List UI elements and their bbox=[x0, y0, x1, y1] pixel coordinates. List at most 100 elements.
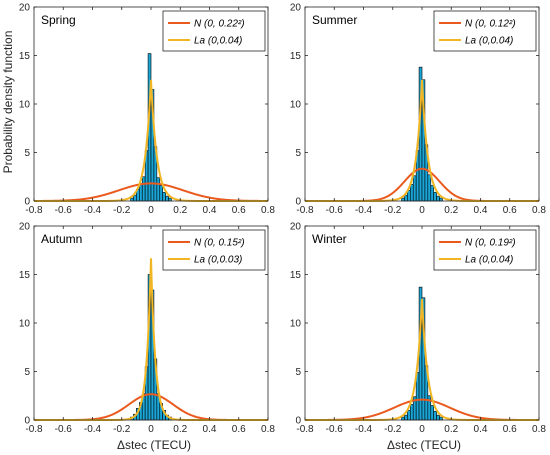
histogram-bar bbox=[430, 185, 434, 202]
x-tick-label: -0.2 bbox=[384, 424, 402, 435]
legend-box bbox=[162, 10, 266, 52]
x-tick-label: 0.4 bbox=[203, 205, 217, 216]
x-tick-label: -0.2 bbox=[113, 424, 131, 435]
histogram-bar bbox=[133, 194, 137, 202]
histogram-bar bbox=[156, 177, 161, 202]
y-tick-label: 5 bbox=[24, 367, 30, 378]
histogram-bar bbox=[409, 404, 414, 421]
y-tick-label: 20 bbox=[19, 3, 31, 14]
x-tick-label: 0.6 bbox=[232, 205, 246, 216]
x-tick-label: -0.6 bbox=[55, 205, 73, 216]
y-tick-label: 5 bbox=[295, 367, 301, 378]
histogram-bar bbox=[433, 410, 437, 421]
histogram-bar bbox=[430, 405, 434, 421]
histogram-bar bbox=[439, 197, 443, 202]
x-tick-label: 0.8 bbox=[261, 424, 275, 435]
y-tick-label: 10 bbox=[19, 100, 31, 111]
x-tick-label: -0.2 bbox=[113, 205, 131, 216]
histogram-bar bbox=[162, 191, 166, 202]
histogram-bar bbox=[404, 194, 408, 202]
x-tick-label: -0.4 bbox=[84, 424, 102, 435]
legend-entry-label: N (0, 0.19²) bbox=[465, 238, 516, 249]
histogram-bar bbox=[439, 416, 443, 421]
x-tick-label: 0.8 bbox=[532, 424, 546, 435]
legend-entry-label: La (0,0.04) bbox=[465, 36, 513, 47]
panel-spring: -0.8 -0.6 -0.4 -0.2 0 0.2 0.4 0.6 0.8 0 5 10 15 20 Spr… bbox=[19, 3, 276, 217]
y-tick-label: 10 bbox=[19, 319, 31, 330]
x-tick-label: 0.8 bbox=[261, 205, 275, 216]
x-tick-label: 0.2 bbox=[444, 205, 458, 216]
x-tick-label: -0.6 bbox=[326, 205, 344, 216]
x-tick-label: -0.4 bbox=[355, 205, 373, 216]
x-tick-label: 0.6 bbox=[503, 205, 517, 216]
season-label: Winter bbox=[312, 232, 347, 246]
legend-entry-label: La (0,0.04) bbox=[465, 255, 513, 266]
x-tick-label: 0.4 bbox=[203, 424, 217, 435]
histogram-bar bbox=[404, 414, 408, 421]
x-tick-label: 0 bbox=[419, 205, 425, 216]
x-tick-label: 0 bbox=[148, 424, 154, 435]
histogram-bar bbox=[412, 175, 417, 202]
x-tick-label: -0.4 bbox=[355, 424, 373, 435]
y-tick-label: 20 bbox=[19, 222, 31, 233]
x-tick-label: 0 bbox=[419, 424, 425, 435]
histogram-bar bbox=[407, 409, 411, 421]
legend-entry-label: N (0, 0.22²) bbox=[194, 19, 245, 30]
x-tick-label: -0.6 bbox=[55, 424, 73, 435]
legend-box bbox=[433, 10, 537, 52]
legend-entry-label: N (0, 0.15²) bbox=[194, 238, 245, 249]
y-tick-label: 0 bbox=[295, 416, 301, 427]
y-tick-label: 15 bbox=[19, 51, 31, 62]
y-tick-label: 0 bbox=[24, 416, 30, 427]
histogram-bar bbox=[130, 197, 134, 202]
legend-box bbox=[162, 229, 266, 271]
panel-winter: -0.8 -0.6 -0.4 -0.2 0 0.2 0.4 0.6 0.8 0 5 10 15 20 Win… bbox=[290, 222, 547, 436]
panel-autumn: -0.8 -0.6 -0.4 -0.2 0 0.2 0.4 0.6 0.8 0 5 10 15 20 Aut… bbox=[19, 222, 276, 436]
histogram-bar bbox=[436, 195, 440, 202]
x-tick-label: 0.4 bbox=[474, 424, 488, 435]
x-tick-label: 0.6 bbox=[503, 424, 517, 435]
y-tick-label: 10 bbox=[290, 100, 302, 111]
histogram-bar bbox=[168, 197, 172, 202]
x-tick-label: 0.8 bbox=[532, 205, 546, 216]
x-tick-label: -0.8 bbox=[296, 424, 314, 435]
histogram-bar bbox=[141, 176, 146, 202]
x-tick-label: 0.2 bbox=[173, 205, 187, 216]
y-tick-label: 15 bbox=[19, 270, 31, 281]
season-label: Autumn bbox=[41, 232, 82, 246]
y-tick-label: 10 bbox=[290, 319, 302, 330]
y-tick-label: 15 bbox=[290, 51, 302, 62]
season-label: Spring bbox=[41, 13, 76, 27]
x-tick-label: -0.8 bbox=[25, 424, 43, 435]
x-tick-label: 0.6 bbox=[232, 424, 246, 435]
y-tick-label: 20 bbox=[290, 3, 302, 14]
x-axis-label-right: Δstec (TECU) bbox=[387, 438, 461, 452]
y-tick-label: 0 bbox=[295, 197, 301, 208]
x-tick-label: 0.4 bbox=[474, 205, 488, 216]
histogram-bar bbox=[159, 185, 163, 202]
y-tick-label: 0 bbox=[24, 197, 30, 208]
y-tick-label: 15 bbox=[290, 270, 302, 281]
x-tick-label: -0.8 bbox=[296, 205, 314, 216]
x-tick-label: -0.2 bbox=[384, 205, 402, 216]
panels: -0.8 -0.6 -0.4 -0.2 0 0.2 0.4 0.6 0.8 0 5 10 15 20 Spr… bbox=[19, 3, 547, 436]
histogram-bar bbox=[165, 195, 169, 202]
x-tick-label: -0.6 bbox=[326, 424, 344, 435]
panel-summer: -0.8 -0.6 -0.4 -0.2 0 0.2 0.4 0.6 0.8 0 5 10 15 20 Sum… bbox=[290, 3, 547, 217]
histogram-bar bbox=[415, 372, 420, 421]
legend-box bbox=[433, 229, 537, 271]
x-axis-label-left: Δstec (TECU) bbox=[117, 438, 191, 452]
histogram-bar bbox=[433, 191, 437, 202]
y-axis-label: Probability density function bbox=[1, 31, 15, 174]
legend-entry-label: N (0, 0.12²) bbox=[465, 19, 516, 30]
y-tick-label: 5 bbox=[295, 148, 301, 159]
legend-entry-label: La (0,0.04) bbox=[194, 36, 242, 47]
histogram-bar bbox=[436, 414, 440, 421]
legend-entry-label: La (0,0.03) bbox=[194, 255, 242, 266]
histogram-bar bbox=[401, 416, 405, 421]
histogram-bar bbox=[409, 184, 414, 202]
histogram-bar bbox=[427, 174, 432, 202]
x-tick-label: 0.2 bbox=[444, 424, 458, 435]
x-tick-label: -0.8 bbox=[25, 205, 43, 216]
